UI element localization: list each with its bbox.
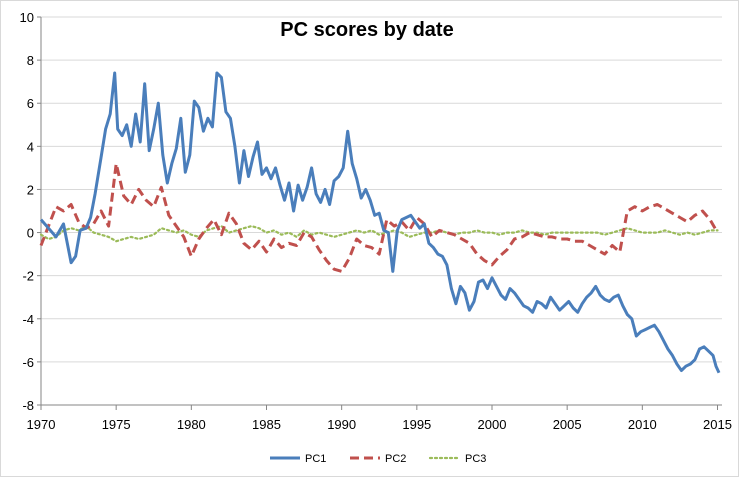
x-tick-label: 2005 — [553, 417, 582, 432]
y-tick-label: 10 — [20, 10, 34, 25]
y-tick-label: 4 — [27, 139, 34, 154]
x-tick-label: 1975 — [102, 417, 131, 432]
y-tick-label: -6 — [22, 355, 34, 370]
y-tick-label: -2 — [22, 269, 34, 284]
y-tick-label: 2 — [27, 182, 34, 197]
y-tick-label: -4 — [22, 312, 34, 327]
y-tick-label: 8 — [27, 53, 34, 68]
legend-label-pc3: PC3 — [465, 453, 486, 465]
legend-label-pc1: PC1 — [305, 453, 326, 465]
series-lines — [39, 71, 721, 374]
x-tick-label: 2010 — [628, 417, 657, 432]
x-tick-label: 1980 — [177, 417, 206, 432]
chart-title: PC scores by date — [280, 19, 453, 41]
series-line-pc1 — [39, 71, 721, 374]
legend-label-pc2: PC2 — [385, 453, 406, 465]
y-tick-label: 6 — [27, 96, 34, 111]
series-line-pc2 — [39, 162, 719, 273]
legend: PC1 PC2 PC3 — [270, 453, 486, 465]
gridlines — [41, 16, 722, 406]
x-tick-label: 2015 — [703, 417, 732, 432]
series-line-pc3 — [39, 225, 719, 243]
x-tick-label: 2000 — [478, 417, 507, 432]
y-tick-label: -8 — [22, 398, 34, 413]
x-tick-label: 1985 — [252, 417, 281, 432]
x-tick-label: 1990 — [327, 417, 356, 432]
axes: -8 -6 -4 -2 0 2 4 6 8 10 1970 1975 1980 1985 1990 1995 2… — [20, 10, 732, 432]
x-tick-label: 1970 — [27, 417, 56, 432]
y-tick-label: 0 — [27, 226, 34, 241]
x-tick-label: 1995 — [402, 417, 431, 432]
